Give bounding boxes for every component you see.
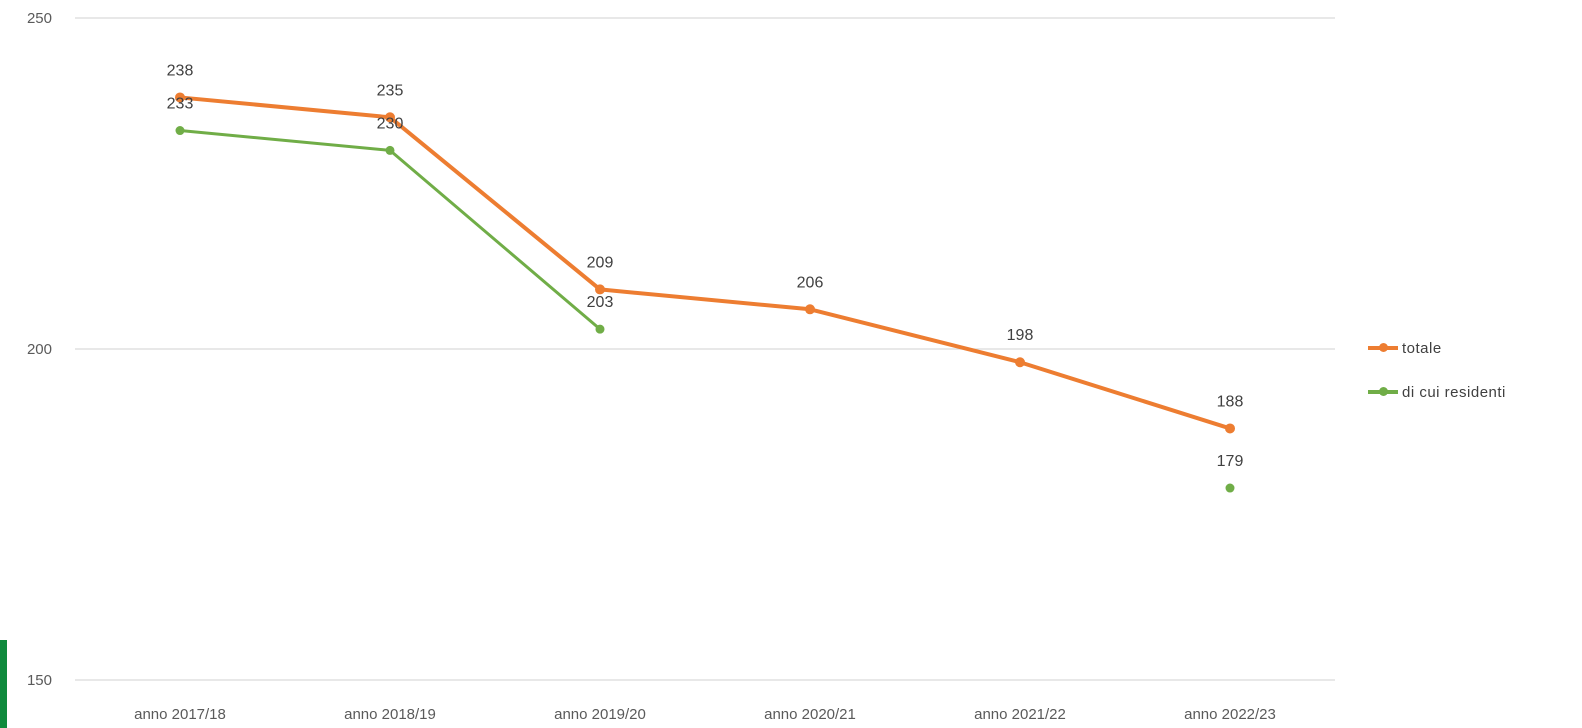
point-0-3 (805, 304, 815, 315)
left-edge-accent-bar (0, 640, 7, 728)
legend-item-totale: totale (1368, 326, 1506, 370)
x-tick-label-3: anno 2020/21 (764, 706, 856, 723)
legend-swatch-residenti (1368, 387, 1398, 396)
y-tick-label-150: 150 (27, 672, 52, 689)
legend-swatch-totale (1368, 343, 1398, 352)
point-0-2 (595, 284, 605, 295)
y-tick-label-250: 250 (27, 10, 52, 27)
x-tick-label-5: anno 2022/23 (1184, 706, 1276, 723)
x-axis-ticks: anno 2017/18 anno 2018/19 anno 2019/20 anno… (134, 706, 1276, 723)
point-0-0 (175, 92, 185, 103)
point-1-2 (595, 324, 605, 334)
data-labels: 238 235 209 206 198 188 233 230 203 179 (167, 62, 1244, 470)
series-layer (175, 92, 1235, 493)
data-label-0-3: 206 (797, 274, 824, 291)
data-label-1-5: 179 (1217, 453, 1244, 470)
data-label-0-4: 198 (1007, 327, 1034, 344)
legend: totale di cui residenti (1368, 326, 1506, 414)
data-label-1-2: 203 (587, 294, 614, 311)
data-label-1-1: 230 (377, 115, 404, 132)
x-tick-label-1: anno 2018/19 (344, 706, 436, 723)
data-label-1-0: 233 (167, 96, 194, 113)
point-1-1 (385, 145, 395, 155)
point-0-4 (1015, 357, 1025, 368)
series-line-1-0 (178, 129, 602, 331)
point-1-5 (1225, 483, 1235, 493)
x-tick-label-2: anno 2019/20 (554, 706, 646, 723)
point-1-0 (175, 126, 185, 136)
y-axis-ticks: 150 200 250 (27, 10, 52, 689)
series-line-0-0 (178, 95, 1232, 431)
data-label-0-2: 209 (587, 254, 614, 271)
legend-label-residenti: di cui residenti (1402, 383, 1506, 401)
legend-item-residenti: di cui residenti (1368, 370, 1506, 414)
point-0-5 (1225, 423, 1235, 434)
gridlines (75, 17, 1335, 681)
x-tick-label-0: anno 2017/18 (134, 706, 226, 723)
data-label-0-5: 188 (1217, 393, 1244, 410)
data-label-0-0: 238 (167, 62, 194, 79)
data-label-0-1: 235 (377, 82, 404, 99)
y-tick-label-200: 200 (27, 341, 52, 358)
legend-label-totale: totale (1402, 339, 1442, 357)
point-0-1 (385, 112, 395, 123)
x-tick-label-4: anno 2021/22 (974, 706, 1066, 723)
